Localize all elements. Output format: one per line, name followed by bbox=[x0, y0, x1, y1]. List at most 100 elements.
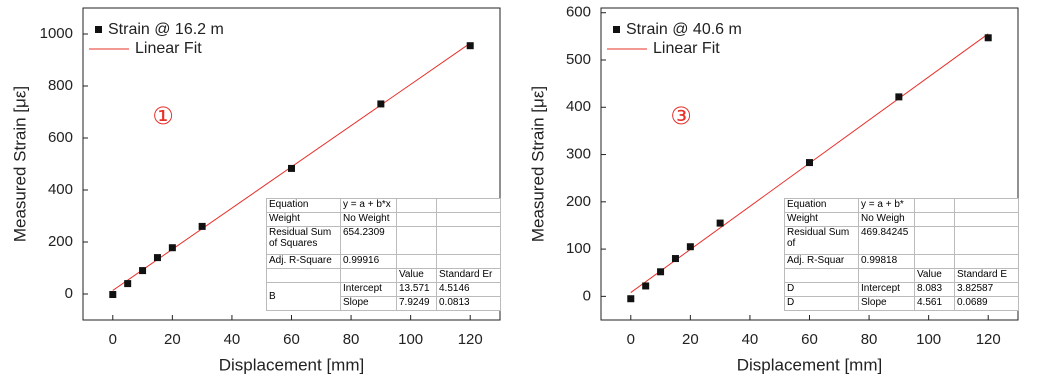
data-point bbox=[806, 159, 813, 167]
row-param: Slope bbox=[340, 296, 397, 311]
fit-table: Equation y = a + b* Weight No Weigh Residual… bbox=[784, 198, 1019, 311]
y-tick-label: 400 bbox=[48, 181, 73, 198]
table-label: Residual Sum of bbox=[784, 226, 859, 255]
row-se: 0.0813 bbox=[436, 296, 501, 311]
row-value: 8.083 bbox=[914, 282, 955, 297]
data-point bbox=[198, 222, 206, 230]
legend-marker bbox=[95, 26, 102, 33]
table-row: Residual Sum of Squares 654.2309 bbox=[266, 226, 501, 255]
table-header: Value bbox=[914, 268, 955, 283]
table-row: Adj. R-Square 0.99916 bbox=[266, 254, 501, 269]
table-cell bbox=[954, 198, 1019, 213]
x-tick-label: 80 bbox=[861, 331, 878, 348]
y-tick-label: 300 bbox=[566, 146, 591, 163]
table-value: 654.2309 bbox=[340, 226, 397, 255]
table-label: Adj. R-Squar bbox=[784, 254, 859, 269]
table-cell bbox=[858, 268, 915, 283]
table-cell bbox=[436, 212, 501, 227]
table-row: Residual Sum of 469.84245 bbox=[784, 226, 1019, 255]
y-tick-label: 600 bbox=[48, 129, 73, 146]
legend-label: Linear Fit bbox=[135, 40, 202, 57]
table-row: Slope 7.9249 0.0813 bbox=[267, 296, 501, 311]
y-tick-label: 0 bbox=[65, 285, 73, 302]
table-cell bbox=[954, 212, 1019, 227]
data-point bbox=[642, 282, 650, 290]
table-label: Weight bbox=[266, 212, 341, 227]
legend-label: Strain @ 40.6 m bbox=[626, 21, 742, 38]
row-value: 4.561 bbox=[914, 296, 955, 311]
table-label: Adj. R-Square bbox=[266, 254, 341, 269]
table-cell bbox=[914, 226, 955, 255]
data-point bbox=[288, 164, 295, 172]
data-point bbox=[168, 244, 176, 252]
table-row: Weight No Weight bbox=[266, 212, 501, 227]
table-cell bbox=[436, 254, 501, 269]
data-point bbox=[153, 254, 161, 262]
table-label: Residual Sum of Squares bbox=[266, 226, 341, 255]
x-tick-label: 20 bbox=[682, 331, 699, 348]
data-point bbox=[139, 267, 147, 275]
table-cell bbox=[784, 268, 859, 283]
data-point bbox=[657, 268, 665, 276]
data-point bbox=[686, 243, 694, 251]
x-tick-label: 80 bbox=[343, 331, 360, 348]
table-cell bbox=[396, 254, 437, 269]
row-se: 3.82587 bbox=[954, 282, 1019, 297]
table-header: Standard E bbox=[954, 268, 1019, 283]
table-cell bbox=[914, 254, 955, 269]
table-cell bbox=[340, 268, 397, 283]
table-value: 0.99916 bbox=[340, 254, 397, 269]
table-value: No Weight bbox=[340, 212, 397, 227]
y-tick-label: 200 bbox=[566, 193, 591, 210]
x-tick-label: 0 bbox=[109, 331, 117, 348]
row-name: B bbox=[266, 282, 341, 311]
data-point bbox=[124, 280, 132, 288]
x-tick-label: 120 bbox=[458, 331, 483, 348]
legend-marker bbox=[613, 26, 620, 33]
y-tick-label: 100 bbox=[566, 240, 591, 257]
y-axis-label: Measured Strain [με] bbox=[528, 86, 547, 242]
data-point bbox=[466, 42, 474, 50]
table-cell bbox=[436, 226, 501, 255]
table-label: Equation bbox=[784, 198, 859, 213]
data-point bbox=[984, 34, 992, 42]
legend-label: Strain @ 16.2 m bbox=[108, 21, 224, 38]
row-value: 7.9249 bbox=[396, 296, 437, 311]
data-point bbox=[716, 219, 724, 227]
table-value: No Weigh bbox=[858, 212, 915, 227]
table-cell bbox=[954, 254, 1019, 269]
data-point bbox=[895, 93, 903, 101]
data-point bbox=[671, 255, 679, 263]
annotation: ③ bbox=[670, 102, 692, 130]
x-tick-label: 120 bbox=[976, 331, 1001, 348]
table-cell bbox=[396, 226, 437, 255]
y-tick-label: 400 bbox=[566, 98, 591, 115]
y-axis-label: Measured Strain [με] bbox=[10, 86, 29, 242]
x-axis-label: Displacement [mm] bbox=[737, 355, 882, 374]
x-tick-label: 60 bbox=[801, 331, 818, 348]
table-header: Standard Er bbox=[436, 268, 501, 283]
y-tick-label: 800 bbox=[48, 77, 73, 94]
table-cell bbox=[396, 198, 437, 213]
table-row: Adj. R-Squar 0.99818 bbox=[784, 254, 1019, 269]
table-cell bbox=[914, 212, 955, 227]
table-header: Value bbox=[396, 268, 437, 283]
fit-table: Equation y = a + b*x Weight No Weight Residu… bbox=[266, 198, 501, 311]
table-row: Value Standard Er bbox=[266, 268, 501, 283]
row-param: Slope bbox=[858, 296, 915, 311]
table-value: y = a + b*x bbox=[340, 198, 397, 213]
x-tick-label: 60 bbox=[283, 331, 300, 348]
y-tick-label: 600 bbox=[566, 4, 591, 21]
table-label: Weight bbox=[784, 212, 859, 227]
table-row: B Intercept 13.571 4.5146 bbox=[266, 282, 501, 311]
table-cell bbox=[396, 212, 437, 227]
x-tick-label: 0 bbox=[627, 331, 635, 348]
row-se: 0.0689 bbox=[954, 296, 1019, 311]
row-param: Intercept bbox=[340, 282, 397, 297]
table-row: D Slope 4.561 0.0689 bbox=[784, 296, 1019, 311]
x-axis-label: Displacement [mm] bbox=[219, 355, 364, 374]
annotation: ① bbox=[152, 102, 174, 130]
legend-label: Linear Fit bbox=[653, 40, 720, 57]
